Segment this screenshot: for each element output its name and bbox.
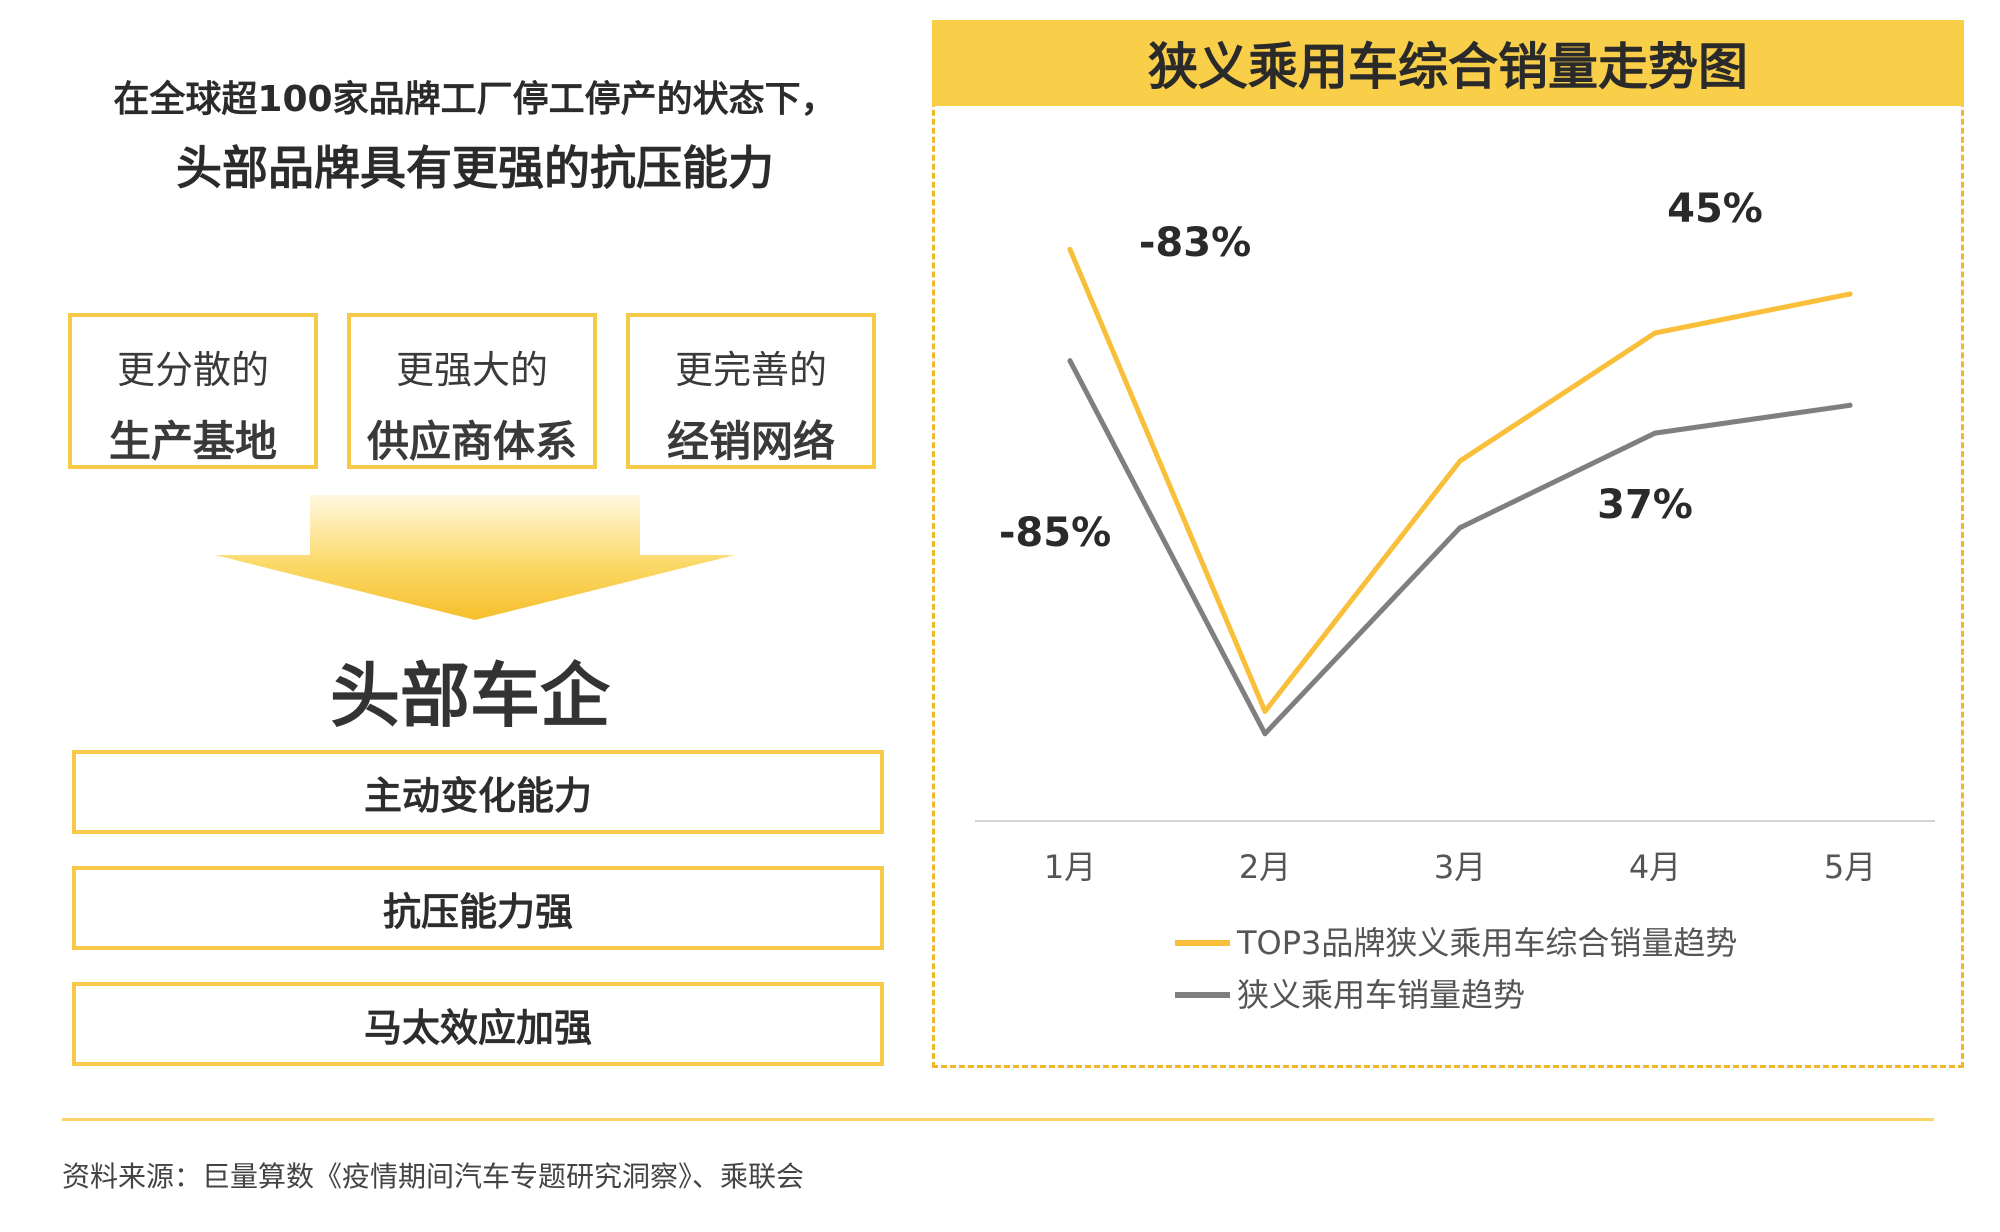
- series-1-point: [1652, 330, 1658, 336]
- series-1-point: [1847, 291, 1853, 297]
- series-2-point: [1652, 430, 1658, 436]
- capability-box: 马太效应加强: [72, 982, 884, 1066]
- data-label: -83%: [1139, 220, 1251, 266]
- x-tick-label: 2月: [1239, 848, 1291, 886]
- capability-box: 抗压能力强: [72, 866, 884, 950]
- footer-divider: [62, 1118, 1934, 1121]
- x-tick-label: 3月: [1434, 848, 1486, 886]
- data-label: -85%: [999, 510, 1111, 556]
- headline-line-1: 在全球超100家品牌工厂停工停产的状态下，: [113, 79, 837, 120]
- headline-line-2: 头部品牌具有更强的抗压能力: [176, 141, 774, 195]
- pillar-label-top: 更强大的: [395, 348, 548, 392]
- chart-panel-title: 狭义乘用车综合销量走势图: [932, 20, 1964, 106]
- pillar-label-top: 更完善的: [674, 348, 827, 392]
- capability-box: 主动变化能力: [72, 750, 884, 834]
- pillar-label-bottom: 供应商体系: [366, 417, 577, 466]
- x-tick-label: 5月: [1824, 848, 1876, 886]
- down-arrow-icon: [215, 495, 735, 620]
- series-2-point: [1262, 731, 1268, 737]
- series-line-2: [1067, 358, 1853, 737]
- series-2-point: [1457, 525, 1463, 531]
- series-1-point: [1262, 708, 1268, 714]
- series-line-1: [1067, 247, 1853, 714]
- series-1-point: [1067, 247, 1073, 252]
- x-tick-label: 4月: [1629, 848, 1681, 886]
- series-2-point: [1847, 402, 1853, 408]
- legend-label: TOP3品牌狭义乘用车综合销量趋势: [1236, 924, 1737, 962]
- source-note: 资料来源：巨量算数《疫情期间汽车专题研究洞察》、乘联会: [62, 1160, 805, 1193]
- pillar-production-base: 更分散的 生产基地: [68, 313, 318, 469]
- data-label: 45%: [1667, 186, 1763, 232]
- legend-label: 狭义乘用车销量趋势: [1237, 976, 1525, 1014]
- series-2-point: [1067, 358, 1073, 364]
- data-label: 37%: [1597, 482, 1693, 528]
- x-tick-label: 1月: [1044, 848, 1096, 886]
- pillar-label-bottom: 经销网络: [666, 417, 835, 466]
- line-chart: 1月 2月 3月 4月 5月 -83% -85% 45% 37% TOP3品牌狭义乘用车综合销…: [975, 186, 1935, 1014]
- pillar-supplier-system: 更强大的 供应商体系: [347, 313, 597, 469]
- center-title: 头部车企: [330, 655, 610, 737]
- pillar-label-top: 更分散的: [116, 348, 269, 392]
- pillar-label-bottom: 生产基地: [108, 417, 277, 466]
- series-1-point: [1457, 458, 1463, 464]
- pillar-dealer-network: 更完善的 经销网络: [626, 313, 876, 469]
